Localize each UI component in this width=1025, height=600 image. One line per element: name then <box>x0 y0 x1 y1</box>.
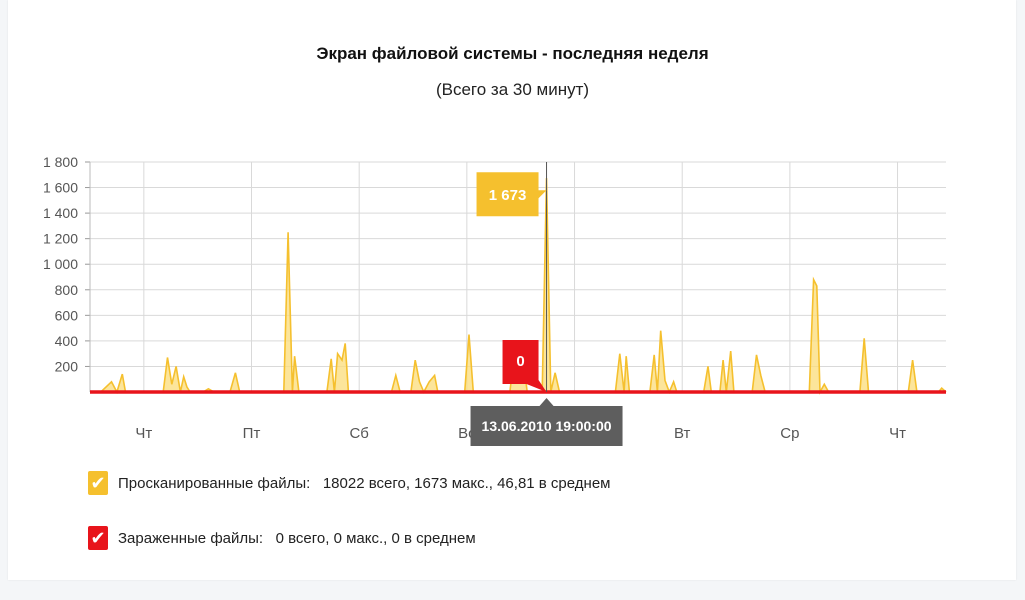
tooltip-infected-value: 0 <box>516 353 524 370</box>
legend-scanned-stats: 18022 всего, 1673 макс., 46,81 в среднем <box>322 474 611 492</box>
chart-subtitle: (Всего за 30 минут) <box>435 80 590 99</box>
checkbox-scanned-icon[interactable]: ✔ <box>88 471 108 495</box>
y-tick-label: 1 000 <box>43 256 78 272</box>
y-tick-label: 200 <box>55 358 79 374</box>
y-tick-label: 1 800 <box>43 154 78 170</box>
legend-infected-stats: 0 всего, 0 макс., 0 в среднем <box>275 529 476 547</box>
tooltip-scanned-box <box>476 172 547 217</box>
y-tick-label: 400 <box>55 333 79 349</box>
checkbox-infected-icon[interactable]: ✔ <box>88 526 108 550</box>
tooltip-date-label: 13.06.2010 19:00:00 <box>482 418 612 434</box>
legend-scanned-name: Просканированные файлы: <box>118 474 311 492</box>
legend-item-scanned[interactable]: ✔ Просканированные файлы: 18022 всего, 1… <box>88 470 610 496</box>
x-tick-label: Вт <box>674 425 691 442</box>
y-tick-label: 1 600 <box>43 180 78 196</box>
tooltip-date-box <box>470 398 623 446</box>
x-tick-label: Чт <box>135 425 152 442</box>
y-tick-label: 800 <box>55 282 79 298</box>
tooltip-infected-box <box>502 340 547 392</box>
y-tick-label: 1 400 <box>43 205 78 221</box>
legend-item-infected[interactable]: ✔ Зараженные файлы: 0 всего, 0 макс., 0 … <box>88 525 476 551</box>
tooltip-scanned-value: 1 673 <box>489 187 527 204</box>
x-tick-label: Сб <box>349 425 368 442</box>
y-tick-label: 1 200 <box>43 231 78 247</box>
x-tick-label: Пт <box>243 425 261 442</box>
x-tick-label: Чт <box>889 425 906 442</box>
chart-title: Экран файловой системы - последняя недел… <box>316 44 709 63</box>
x-tick-label: Ср <box>780 425 799 442</box>
y-tick-label: 600 <box>55 307 79 323</box>
legend-infected-name: Зараженные файлы: <box>118 529 264 547</box>
